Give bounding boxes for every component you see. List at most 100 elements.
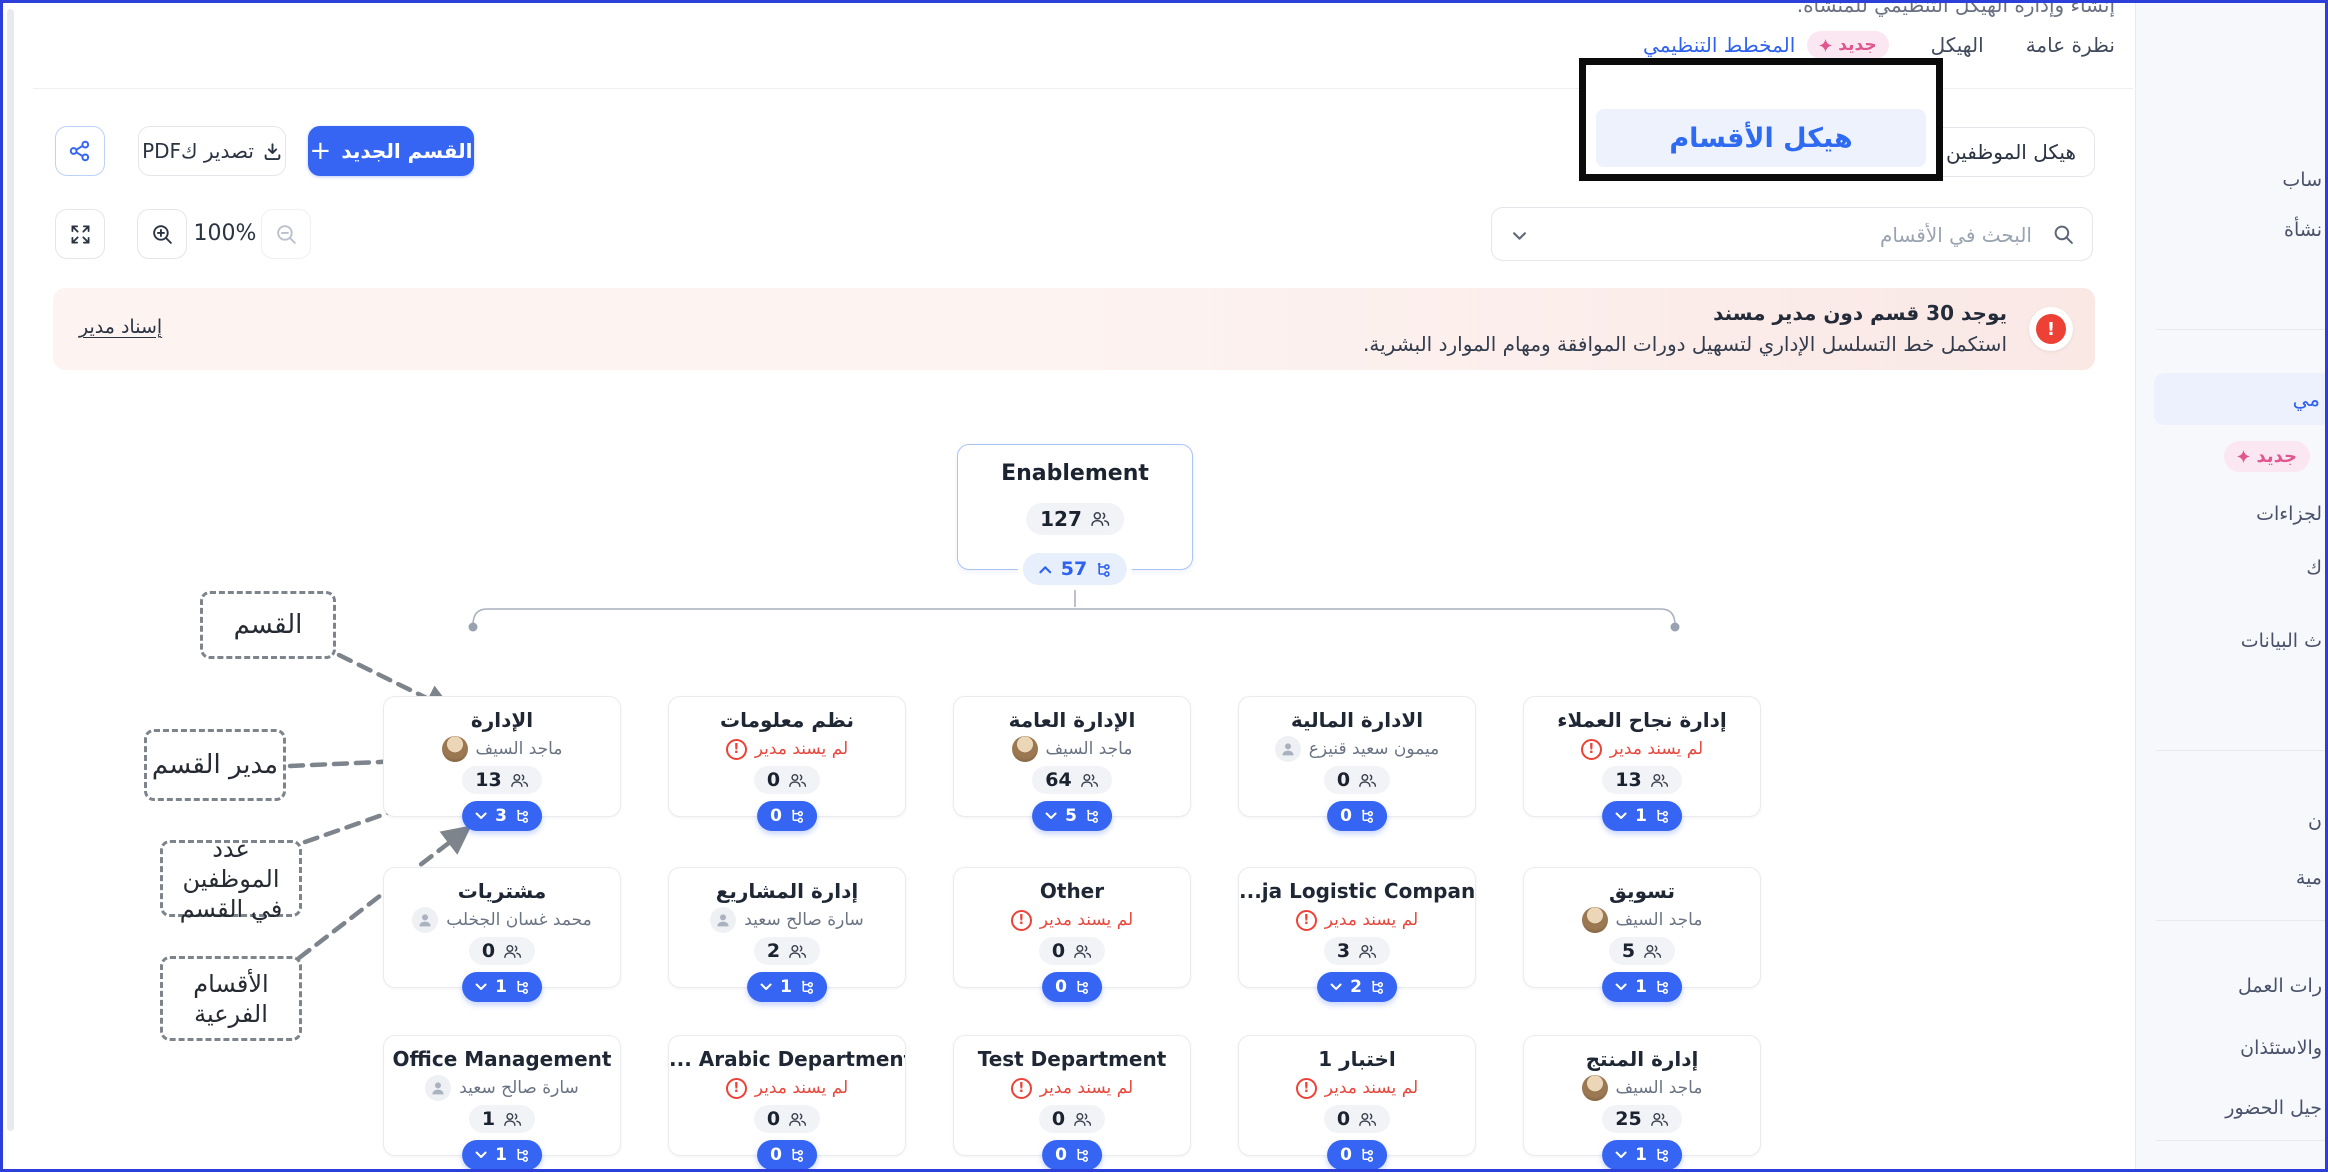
root-department-card[interactable]: Enablement 127 57: [957, 444, 1193, 585]
department-card[interactable]: الإدارة العامة ! ماجد السيف 64 5: [953, 696, 1191, 831]
employee-count-value: 0: [1336, 769, 1351, 791]
department-name: نظم معلومات: [719, 708, 854, 732]
employee-count-value: 25: [1615, 1108, 1642, 1130]
search-input[interactable]: [1554, 208, 2034, 262]
chevron-down-icon: [1330, 983, 1342, 990]
chevron-down-icon[interactable]: [1512, 231, 1527, 241]
fullscreen-button[interactable]: [55, 209, 105, 259]
sidebar-item[interactable]: رات العمل: [2238, 975, 2322, 997]
manager-name: لم يسند مدير: [1324, 1078, 1419, 1098]
department-manager-row: ! لم يسند مدير: [1239, 906, 1475, 934]
department-card[interactable]: الإدارة ! ماجد السيف 13 3: [383, 696, 621, 831]
employee-count: 5: [1608, 937, 1676, 965]
people-icon: [789, 1112, 807, 1126]
tab-overview[interactable]: نظرة عامة: [2025, 33, 2115, 57]
department-name: Test Department: [977, 1047, 1167, 1071]
sidebar-item[interactable]: ك: [2306, 557, 2322, 579]
employee-count: 0: [753, 1105, 821, 1133]
assign-manager-link[interactable]: إسناد مدير: [79, 316, 163, 338]
employee-count: 1: [468, 1105, 536, 1133]
sidebar-item[interactable]: ساب: [2282, 169, 2322, 191]
department-card[interactable]: إدارة المنتج ! ماجد السيف 25 1: [1523, 1035, 1761, 1169]
tab-structure[interactable]: الهيكل: [1930, 33, 1984, 57]
sidebar-item[interactable]: لجزاءات: [2256, 503, 2322, 525]
expand-subdepartments-button[interactable]: 0: [757, 801, 817, 831]
department-card[interactable]: Other ! لم يسند مدير 0 0: [953, 867, 1191, 1002]
sidebar-item[interactable]: والاستئذان: [2240, 1037, 2322, 1059]
chevron-down-icon: [1615, 1151, 1627, 1158]
department-card[interactable]: إدارة نجاح العملاء ! لم يسند مدير 13 1: [1523, 696, 1761, 831]
chevron-down-icon: [1615, 983, 1627, 990]
department-card[interactable]: ...ja Logistic Company ! لم يسند مدير 3 …: [1238, 867, 1476, 1002]
tab-org-chart[interactable]: المخطط التنظيمي: [1643, 33, 1796, 57]
expand-subdepartments-button[interactable]: 0: [1327, 801, 1387, 831]
sub-department-count: 0: [770, 806, 782, 826]
vertical-scrollbar[interactable]: [7, 9, 14, 1131]
expand-subdepartments-button[interactable]: 0: [1042, 972, 1102, 1002]
manager-avatar: [1581, 907, 1608, 933]
expand-subdepartments-button[interactable]: 0: [1042, 1140, 1102, 1169]
share-nodes-icon: [69, 140, 90, 162]
sidebar-item[interactable]: ث البيانات: [2240, 630, 2322, 652]
department-card[interactable]: Test Department ! لم يسند مدير 0 0: [953, 1035, 1191, 1169]
new-department-button[interactable]: + القسم الجديد: [308, 126, 474, 176]
zoom-in-button[interactable]: [137, 209, 187, 259]
expand-subdepartments-button[interactable]: 3: [462, 801, 542, 831]
tab-org-chart-group: المخطط التنظيمي جديد: [1643, 31, 1889, 59]
department-card[interactable]: نظم معلومات ! لم يسند مدير 0 0: [668, 696, 906, 831]
no-manager-alert-icon: !: [1295, 1077, 1317, 1099]
people-icon: [1080, 773, 1098, 787]
department-card[interactable]: مشتريات ! محمد غسان الجخلب 0 1: [383, 867, 621, 1002]
expand-subdepartments-button[interactable]: 1: [462, 1140, 542, 1169]
manager-name: لم يسند مدير: [1324, 910, 1419, 930]
expand-subdepartments-button[interactable]: 1: [1602, 972, 1682, 1002]
expand-subdepartments-button[interactable]: 1: [1602, 1140, 1682, 1169]
manager-avatar: [1581, 1075, 1608, 1101]
person-icon: [717, 914, 729, 927]
department-manager-row: ! لم يسند مدير: [1239, 1074, 1475, 1102]
export-pdf-button[interactable]: تصدير كPDF: [138, 126, 286, 176]
sidebar-item-active[interactable]: مي: [2154, 373, 2325, 425]
manager-avatar: [1011, 736, 1038, 762]
sidebar-item[interactable]: ن: [2308, 810, 2322, 832]
manager-avatar: [1274, 736, 1301, 762]
sidebar-item[interactable]: مية: [2295, 867, 2322, 889]
manager-name: ماجد السيف: [1045, 739, 1133, 759]
department-manager-row: ! لم يسند مدير: [954, 906, 1190, 934]
sidebar-item[interactable]: نشأة: [2284, 219, 2322, 241]
sub-department-count: 3: [495, 806, 507, 826]
tutorial-highlight-box: هيكل الأقسام: [1579, 58, 1943, 181]
sidebar-new-badge: جديد: [2224, 441, 2310, 472]
subtree-icon: [1098, 562, 1111, 577]
expand-subdepartments-button[interactable]: 1: [1602, 801, 1682, 831]
people-icon: [1650, 773, 1668, 787]
expand-subdepartments-button[interactable]: 5: [1032, 801, 1112, 831]
expand-subdepartments-button[interactable]: 1: [747, 972, 827, 1002]
department-name: Office Management: [392, 1047, 612, 1071]
department-card[interactable]: تسويق ! ماجد السيف 5 1: [1523, 867, 1761, 1002]
option-department-structure[interactable]: هيكل الأقسام: [1596, 109, 1926, 167]
department-card[interactable]: الادارة المالية ! ميمون سعيد قنيزع 0 0: [1238, 696, 1476, 831]
person-icon: [419, 914, 431, 927]
chevron-down-icon: [760, 983, 772, 990]
zoom-out-button[interactable]: [261, 209, 311, 259]
expand-subdepartments-button[interactable]: 1: [462, 972, 542, 1002]
expand-subdepartments-button[interactable]: 2: [1317, 972, 1397, 1002]
people-icon: [504, 1112, 522, 1126]
manager-name: ميمون سعيد قنيزع: [1308, 739, 1440, 759]
department-card[interactable]: إدارة المشاريع ! سارة صالح سعيد 2 1: [668, 867, 906, 1002]
annotation-department: القسم: [200, 591, 336, 659]
manager-name: محمد غسان الجخلب: [446, 910, 592, 930]
department-manager-row: ! ماجد السيف: [1524, 1074, 1760, 1102]
share-chart-button[interactable]: [55, 126, 105, 176]
collapse-subdepartments-button[interactable]: 57: [1022, 553, 1128, 585]
expand-subdepartments-button[interactable]: 0: [1327, 1140, 1387, 1169]
sidebar-item[interactable]: جيل الحضور: [2225, 1097, 2322, 1119]
structure-type-value: هيكل الموظفين: [1946, 140, 2076, 164]
department-card[interactable]: اختبار 1 ! لم يسند مدير 0 0: [1238, 1035, 1476, 1169]
subtree-icon: [516, 1148, 528, 1162]
department-card[interactable]: ... Arabic Department ! لم يسند مدير 0 0: [668, 1035, 906, 1169]
expand-subdepartments-button[interactable]: 0: [757, 1140, 817, 1169]
sub-department-count: 1: [1635, 806, 1647, 826]
department-card[interactable]: Office Management ! سارة صالح سعيد 1 1: [383, 1035, 621, 1169]
